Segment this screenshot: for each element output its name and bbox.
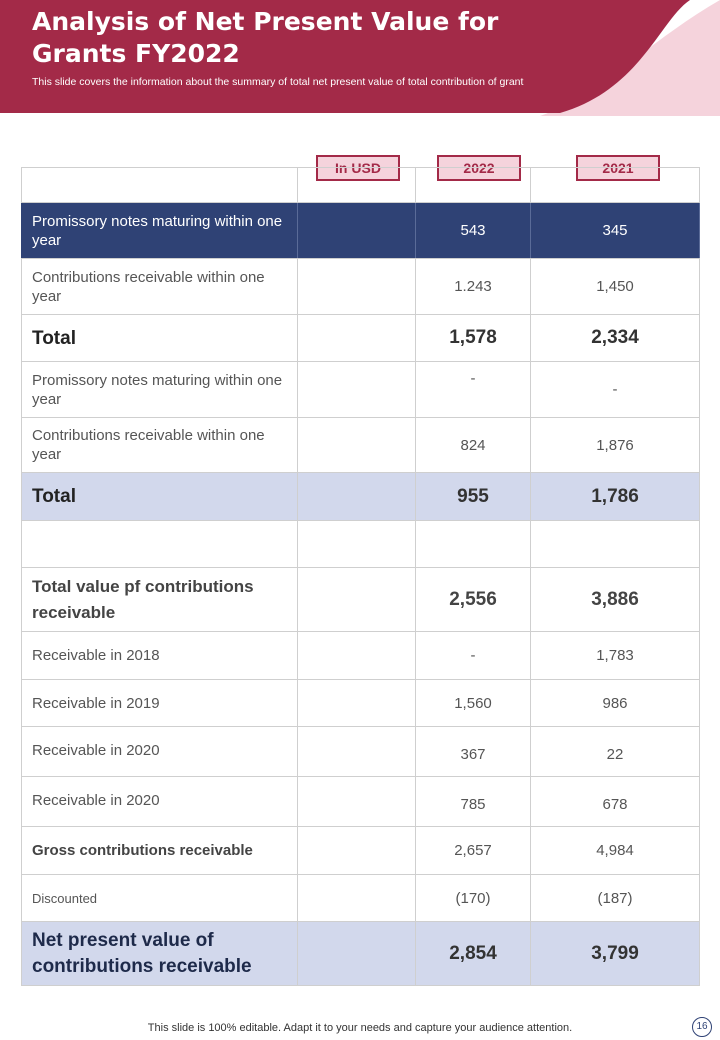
value-2022: 1,560 xyxy=(416,680,531,726)
table-row: Receivable in 2020 785 678 xyxy=(21,777,700,827)
value-2021: 1,786 xyxy=(531,473,700,520)
row-label: Contributions receivable within one year xyxy=(21,259,298,314)
row-label: Total xyxy=(21,315,298,361)
row-label: Receivable in 2020 xyxy=(21,777,298,826)
value-2022: 543 xyxy=(416,203,531,258)
header-primary-shape xyxy=(0,0,690,113)
row-label: Promissory notes maturing within one yea… xyxy=(21,362,298,417)
value-2022: - xyxy=(416,632,531,679)
value-2022 xyxy=(416,521,531,567)
footer-note: This slide is 100% editable. Adapt it to… xyxy=(147,1022,573,1034)
column-badge-2021: 2021 xyxy=(576,155,660,181)
row-label xyxy=(21,521,298,567)
row-label: Discounted xyxy=(21,875,298,921)
table-row: Receivable in 2019 1,560 986 xyxy=(21,680,700,727)
column-badge-2022: 2022 xyxy=(437,155,521,181)
value-2021: 1,876 xyxy=(531,418,700,472)
value-2021: 3,799 xyxy=(531,922,700,985)
value-2022: 2,556 xyxy=(416,568,531,631)
value-2021: 3,886 xyxy=(531,568,700,631)
table-row: Discounted (170) (187) xyxy=(21,875,700,922)
value-2021: 22 xyxy=(531,727,700,776)
row-label: Receivable in 2018 xyxy=(21,632,298,679)
table-row-subtotal: Total value pf contributions receivable … xyxy=(21,568,700,632)
table-row: Receivable in 2018 - 1,783 xyxy=(21,632,700,680)
table-row-total: Total 955 1,786 xyxy=(21,473,700,521)
value-2022: 1,578 xyxy=(416,315,531,361)
value-2021: 1,783 xyxy=(531,632,700,679)
value-2021: 986 xyxy=(531,680,700,726)
row-label: Promissory notes maturing within one yea… xyxy=(21,203,298,258)
table-row: Promissory notes maturing within one yea… xyxy=(21,362,700,418)
row-label: Receivable in 2019 xyxy=(21,680,298,726)
value-2022: 1.243 xyxy=(416,259,531,314)
value-2021: 345 xyxy=(531,203,700,258)
table-row: Promissory notes maturing within one yea… xyxy=(21,203,700,259)
table-row: Receivable in 2020 367 22 xyxy=(21,727,700,777)
row-label: Total xyxy=(21,473,298,520)
value-2021: 678 xyxy=(531,777,700,826)
value-2021: 2,334 xyxy=(531,315,700,361)
table-row: Contributions receivable within one year… xyxy=(21,418,700,473)
value-2022: 2,854 xyxy=(416,922,531,985)
value-2021: (187) xyxy=(531,875,700,921)
table-header-row xyxy=(21,167,700,203)
row-label: Net present value of contributions recei… xyxy=(21,922,298,985)
table-row-final: Net present value of contributions recei… xyxy=(21,922,700,986)
page-number: 16 xyxy=(692,1017,712,1037)
page-subtitle: This slide covers the information about … xyxy=(32,76,524,88)
table-row: Gross contributions receivable 2,657 4,9… xyxy=(21,827,700,875)
row-label: Total value pf contributions receivable xyxy=(21,568,298,631)
value-2022: 2,657 xyxy=(416,827,531,874)
header-accent-shape xyxy=(540,0,720,116)
table-row-empty xyxy=(21,521,700,568)
value-2022: 367 xyxy=(416,727,531,776)
row-label: Receivable in 2020 xyxy=(21,727,298,776)
value-2021: 4,984 xyxy=(531,827,700,874)
value-2022: 824 xyxy=(416,418,531,472)
row-label: Gross contributions receivable xyxy=(21,827,298,874)
value-2022: 955 xyxy=(416,473,531,520)
page-title: Analysis of Net Present Value for Grants… xyxy=(32,7,499,68)
value-2021 xyxy=(531,521,700,567)
value-2022: (170) xyxy=(416,875,531,921)
table-row: Contributions receivable within one year… xyxy=(21,259,700,315)
table-row-total: Total 1,578 2,334 xyxy=(21,315,700,362)
header-banner xyxy=(0,0,720,116)
value-2022: - xyxy=(416,362,531,417)
column-badge-unit: In USD xyxy=(316,155,400,181)
row-label: Contributions receivable within one year xyxy=(21,418,298,472)
value-2022: 785 xyxy=(416,777,531,826)
value-2021: - xyxy=(531,362,700,417)
value-2021: 1,450 xyxy=(531,259,700,314)
